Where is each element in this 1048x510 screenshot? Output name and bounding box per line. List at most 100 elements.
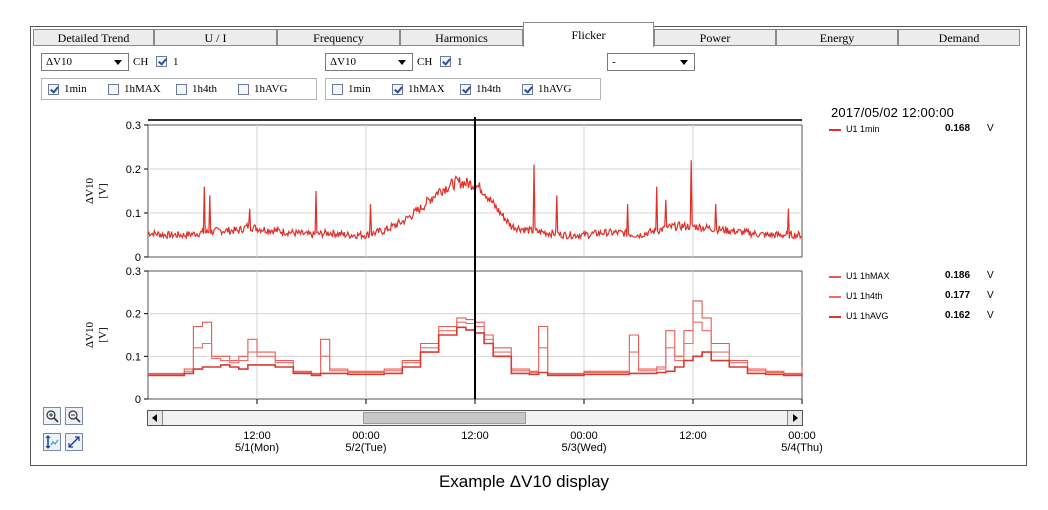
left-ch-label: CH [133,56,149,68]
x-tick-date: 5/1(Mon) [235,442,279,454]
right-ch-checkbox[interactable] [440,56,451,67]
left-ch-checkbox[interactable] [156,56,167,67]
x-tick-time: 12:00 [243,430,271,442]
scroll-left-button[interactable] [148,411,163,425]
tab-harmonics[interactable]: Harmonics [400,29,523,46]
y-axis-label: [V] [97,183,109,198]
legend-unit: V [987,123,994,134]
tab-detailed-trend[interactable]: Detailed Trend [33,29,154,46]
left-check-1havg[interactable] [238,84,249,95]
left-check-1h4th-label: 1h4th [192,83,218,95]
right-ch-value: 1 [457,56,463,68]
auto-scale-icon [68,436,80,448]
left-check-1hmax[interactable] [108,84,119,95]
legend-unit: V [987,270,994,281]
vertical-scale-button[interactable] [43,433,61,451]
left-check-1min-label: 1min [64,83,87,95]
third-channel-select[interactable]: - [607,53,695,71]
tab-demand[interactable]: Demand [898,29,1020,46]
right-check-1h4th[interactable] [460,84,471,95]
x-tick-time: 12:00 [679,430,707,442]
chevron-down-icon [680,60,688,65]
right-aggregation-group: 1min 1hMAX 1h4th 1hAVG [325,78,601,100]
right-check-1h4th-label: 1h4th [476,83,502,95]
y-tick-label: 0.1 [126,208,141,220]
chevron-down-icon [398,60,406,65]
legend-name: U1 1min [846,124,880,134]
zoom-in-icon [46,410,59,423]
right-check-1havg[interactable] [522,84,533,95]
legend-unit: V [987,290,994,301]
legend-swatch [829,316,841,318]
legend-value: 0.168 [945,123,971,134]
y-tick-label: 0.3 [126,266,141,278]
time-scrollbar[interactable] [147,410,803,426]
scroll-right-button[interactable] [787,411,802,425]
zoom-in-button[interactable] [43,407,61,425]
top-chart: 0 0.1 0.2 0.3 ΔV10 [V] [84,120,803,264]
right-check-1hmax[interactable] [392,84,403,95]
third-channel-value: - [612,56,616,68]
y-axis-label: [V] [97,327,109,342]
legend-row-1hmax: U1 1hMAX 0.186 V [829,270,1019,282]
right-ch-label: CH [417,56,433,68]
y-tick-label: 0.2 [126,164,141,176]
x-tick-time: 00:00 [352,430,380,442]
right-parameter-value: ΔV10 [330,56,357,68]
left-check-1hmax-label: 1hMAX [124,83,161,95]
left-check-1havg-label: 1hAVG [254,83,288,95]
legend-value: 0.177 [945,290,971,301]
left-check-1h4th[interactable] [176,84,187,95]
legend-swatch [829,296,841,298]
left-parameter-value: ΔV10 [46,56,73,68]
y-tick-label: 0 [135,394,141,406]
x-tick-date: 5/4(Thu) [781,442,823,454]
tab-energy[interactable]: Energy [776,29,898,46]
chevron-down-icon [114,60,122,65]
x-tick-date: 5/3(Wed) [561,442,606,454]
legend-swatch [829,129,841,131]
left-ch-value: 1 [173,56,179,68]
tab-bar: Detailed Trend U / I Frequency Harmonics… [31,22,1026,47]
vertical-scale-icon [45,435,59,449]
legend-row-1havg: U1 1hAVG 0.162 V [829,310,1019,322]
figure-caption: Example ΔV10 display [438,472,610,491]
right-parameter-select[interactable]: ΔV10 [325,53,413,71]
y-tick-label: 0.3 [126,120,141,132]
left-parameter-select[interactable]: ΔV10 [41,53,129,71]
y-tick-label: 0.1 [126,351,141,363]
legend-value: 0.186 [945,270,971,281]
bottom-chart: 0 0.1 0.2 0.3 ΔV10 [V] [84,266,803,406]
y-axis-label: ΔV10 [84,177,96,204]
right-check-1min[interactable] [332,84,343,95]
series-line-u1-1havg [148,326,803,377]
y-tick-label: 0 [135,252,141,264]
legend-name: U1 1hAVG [846,311,889,321]
x-tick-date: 5/2(Tue) [345,442,386,454]
cursor-timestamp: 2017/05/02 12:00:00 [831,105,955,120]
legend-row-1h4th: U1 1h4th 0.177 V [829,290,1019,302]
right-check-1havg-label: 1hAVG [538,83,572,95]
legend-name: U1 1h4th [846,291,883,301]
scroll-thumb[interactable] [363,412,527,424]
left-check-1min[interactable] [48,84,59,95]
legend-swatch [829,276,841,278]
auto-scale-button[interactable] [65,433,83,451]
tab-u-i[interactable]: U / I [154,29,277,46]
tab-flicker[interactable]: Flicker [523,22,654,47]
legend-unit: V [987,310,994,321]
flicker-window: Detailed Trend U / I Frequency Harmonics… [30,22,1027,466]
x-tick-time: 12:00 [461,430,489,442]
tab-power[interactable]: Power [654,29,776,46]
legend-name: U1 1hMAX [846,271,890,281]
right-check-1hmax-label: 1hMAX [408,83,445,95]
zoom-out-icon [68,410,81,423]
x-tick-time: 00:00 [788,430,816,442]
legend-row-1min: U1 1min 0.168 V [829,123,1019,135]
tab-frequency[interactable]: Frequency [277,29,400,46]
zoom-out-button[interactable] [65,407,83,425]
y-axis-label: ΔV10 [84,321,96,348]
right-check-1min-label: 1min [348,83,371,95]
x-tick-time: 00:00 [570,430,598,442]
